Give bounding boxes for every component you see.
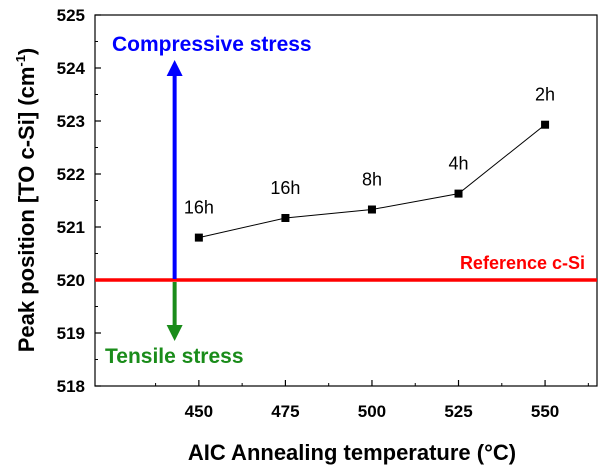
y-axis-title-sup: -1	[13, 55, 28, 67]
y-tick-label: 525	[57, 6, 85, 25]
y-axis-title: Peak position [TO c-Si] (cm-1)	[13, 48, 39, 353]
compressive-label: Compressive stress	[112, 33, 312, 56]
y-tick-label: 522	[57, 165, 85, 184]
tensile-label: Tensile stress	[105, 345, 244, 368]
point-label: 16h	[184, 198, 214, 218]
x-tick-label: 525	[444, 402, 472, 421]
x-tick-label: 500	[358, 402, 386, 421]
x-tick-label: 475	[271, 402, 299, 421]
compressive-arrow-head	[166, 60, 183, 77]
point-label: 8h	[362, 170, 382, 190]
data-point	[281, 213, 290, 222]
reference-label: Reference c-Si	[460, 253, 585, 273]
x-tick-label: 550	[531, 402, 559, 421]
tensile-arrow-head	[166, 324, 183, 341]
point-label: 16h	[270, 178, 300, 198]
data-point	[454, 189, 463, 198]
x-axis-title: AIC Annealing temperature (°C)	[188, 440, 516, 465]
data-point	[194, 233, 203, 242]
y-tick-label: 521	[57, 218, 85, 237]
y-tick-label: 524	[57, 59, 86, 78]
data-point	[541, 120, 550, 129]
point-label: 2h	[535, 85, 555, 105]
data-point	[367, 205, 376, 214]
point-label: 4h	[449, 154, 469, 174]
y-axis-title-main: Peak position [TO c-Si] (cm	[14, 67, 39, 353]
y-tick-label: 518	[57, 377, 85, 396]
x-tick-label: 450	[185, 402, 213, 421]
y-tick-label: 523	[57, 112, 85, 131]
y-axis-title-close: )	[14, 48, 39, 55]
y-tick-label: 519	[57, 324, 85, 343]
y-tick-label: 520	[57, 271, 85, 290]
